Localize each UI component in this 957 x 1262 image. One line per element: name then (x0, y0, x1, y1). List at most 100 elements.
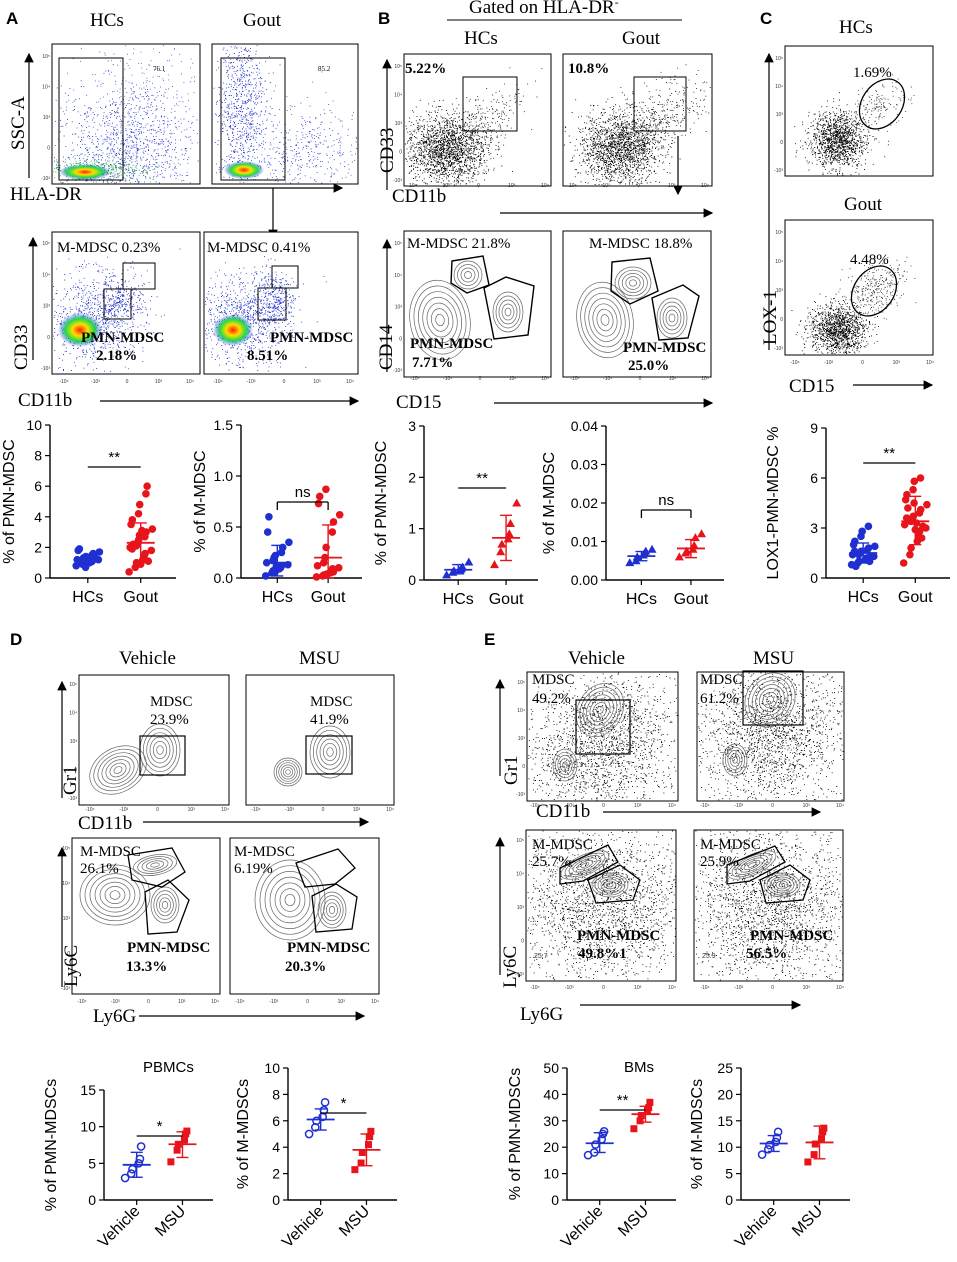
flow-xtick: 10⁴ (668, 803, 676, 809)
a-xlabel-hladr: HLA-DR (10, 184, 82, 205)
data-point (811, 1140, 819, 1148)
event-dots (830, 256, 917, 344)
contour-line (282, 766, 294, 778)
flow-xtick: 10⁴ (541, 376, 549, 382)
y-tick-label: 5 (88, 1155, 96, 1171)
y-tick-label: 0.01 (571, 534, 598, 550)
significance-label: ** (476, 470, 488, 487)
contour-line (460, 267, 476, 283)
d-xlabel-ly6g: Ly6G (93, 1006, 137, 1027)
data-point (125, 568, 133, 576)
contour-line (592, 303, 618, 337)
e-pmn-label-msu: PMN-MDSC (750, 928, 833, 944)
data-point (647, 544, 657, 553)
e-pmn-gate-vehicle (587, 864, 641, 904)
data-point (504, 529, 514, 538)
contour-line (576, 281, 634, 359)
contour-line (778, 882, 786, 888)
contour-line (763, 872, 801, 898)
y-tick-label: 8 (272, 1086, 280, 1102)
b-ylabel-cd33: CD33 (377, 128, 398, 173)
significance-label: * (341, 1095, 347, 1112)
data-point (136, 1142, 146, 1151)
contour-line (417, 291, 463, 349)
flow-xtick: -10⁴ (570, 376, 579, 382)
data-point (916, 474, 925, 482)
contour-line (320, 895, 344, 925)
b-header-sup: - (615, 0, 619, 9)
contour-line (150, 862, 160, 868)
flow-ytick: 10⁴ (394, 273, 402, 279)
d-gate-msu (305, 735, 353, 775)
significance-label: ** (108, 449, 120, 466)
contour-line (618, 269, 648, 297)
flow-xtick: 10³ (668, 183, 676, 189)
data-point (674, 552, 684, 561)
event-dots (242, 258, 300, 337)
chart-c1: 0 3 6 9 LOX1-PMN-MDSC % HCs Gout ** (765, 420, 950, 606)
flow-xtick: -10⁴ (567, 183, 576, 189)
flow-xtick: -10⁴ (251, 807, 260, 813)
contour-line (326, 902, 338, 918)
flow-xtick: 0 (306, 999, 309, 1005)
flow-ytick: 10⁵ (775, 56, 783, 62)
data-point (315, 492, 324, 501)
flow-ytick: 10³ (776, 112, 784, 118)
flow-xtick: -10³ (824, 360, 833, 366)
data-point (689, 540, 699, 549)
flow-ytick: 10⁵ (394, 241, 402, 247)
d-pmn-label-vehicle: PMN-MDSC (127, 940, 210, 956)
panel-c-flow: HCs 1.69% Gout 4.48% LOX-1 CD15 (760, 17, 934, 397)
data-point (90, 551, 98, 559)
flow-xtick: 10⁴ (211, 999, 219, 1005)
d-mm-label-msu: M-MDSC (234, 844, 295, 860)
chart-d1: 0 5 10 15 % of PMN-MDSCs Vehicle MSU * (43, 1079, 213, 1251)
d-ylabel-ly6c: Ly6C (61, 945, 82, 987)
flow-ytick: 10⁴ (775, 259, 783, 265)
contour-line (409, 279, 471, 361)
a-plot2-hcs-frame (51, 231, 201, 375)
data-point (323, 570, 331, 578)
contour-line (557, 755, 573, 775)
flow-xtick: 10³ (509, 376, 517, 382)
flow-ytick: 10⁵ (517, 680, 525, 686)
d-mm-gate-msu (295, 848, 356, 888)
b-gate-hcs-val: 5.22% (405, 61, 446, 77)
flow-xtick: 10³ (155, 379, 163, 385)
panel-label-d: D (10, 630, 22, 649)
flow-ytick: 10³ (43, 304, 51, 310)
flow-ytick: 10³ (70, 739, 78, 745)
event-dots (564, 91, 707, 186)
d-plot2-vehicle-contours (79, 854, 180, 926)
flow-xtick: 0 (861, 360, 864, 366)
chart-e1: 0 10 20 30 40 50 % of PMN-MDSCs Vehicle MSU ** (507, 1060, 676, 1251)
a-pmn-gate-gout (257, 287, 287, 321)
e-pmn-vehicle: 49.8%1 (578, 946, 627, 962)
contour-line (457, 264, 479, 286)
contour-line (629, 279, 637, 287)
data-point (464, 557, 474, 566)
contour-line (492, 291, 524, 333)
flow-ytick: 0 (399, 150, 402, 156)
contour-line (113, 766, 123, 774)
data-point (328, 528, 337, 536)
d-title-vehicle: Vehicle (119, 648, 176, 669)
a-plot2-gout-dots (205, 248, 327, 372)
flow-xtick: 10⁴ (926, 360, 934, 366)
b-plot-gout-dots (564, 64, 711, 186)
d-mdsc-label-msu: MDSC (310, 694, 353, 710)
chart-a2: 0.0 0.5 1.0 1.5 % of M-MDSC HCs Gout ns (192, 417, 362, 606)
data-point (129, 540, 138, 549)
flow-xtick: -10³ (734, 803, 743, 809)
b-xlabel-cd11b: CD11b (392, 186, 446, 207)
flow-ytick: -10³ (68, 796, 77, 802)
data-point (366, 1133, 374, 1141)
contour-line (316, 734, 344, 770)
flow-xtick: 10⁴ (836, 985, 844, 991)
event-dots (213, 45, 281, 183)
contour-line (430, 308, 450, 332)
data-point (771, 1137, 781, 1147)
c-plot-gout-frame (784, 219, 934, 356)
significance-label: * (157, 1118, 163, 1135)
x-category-label: MSU (152, 1203, 189, 1240)
